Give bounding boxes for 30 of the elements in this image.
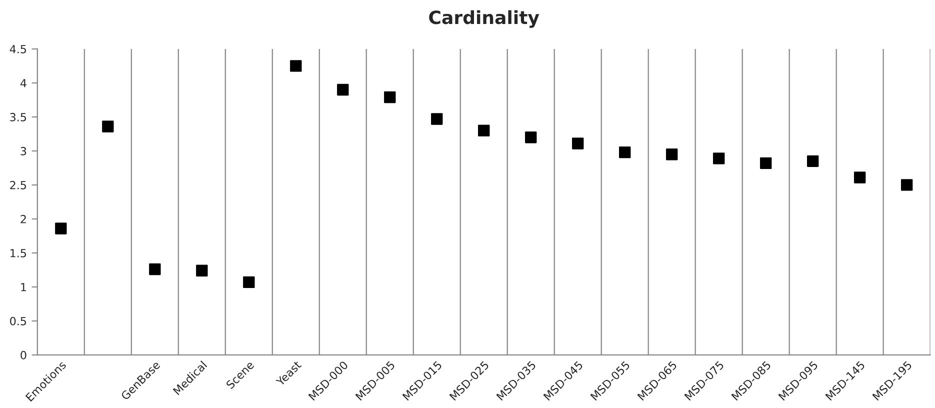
point [55, 222, 67, 234]
point [196, 264, 208, 276]
y-tick-label: 4.5 [10, 45, 26, 54]
chart-title: Cardinality [429, 10, 540, 28]
point [431, 113, 443, 125]
point [806, 155, 819, 168]
y-tick-label: 3 [20, 146, 26, 156]
y-tick-label: 2.5 [10, 180, 26, 190]
point [619, 146, 631, 158]
point [478, 124, 490, 136]
point [854, 172, 866, 184]
point [900, 179, 913, 191]
y-tick-label: 3.5 [10, 112, 26, 122]
y-tick-label: 4 [20, 79, 26, 88]
point [290, 60, 302, 72]
y-tick-label: 2 [20, 214, 26, 224]
point [337, 84, 349, 96]
y-tick-label: 0 [20, 350, 26, 360]
point [666, 148, 678, 160]
y-tick-label: 1.5 [10, 249, 26, 258]
point [760, 157, 772, 170]
point [525, 132, 537, 144]
point [243, 276, 255, 288]
point [149, 263, 161, 276]
point [572, 138, 584, 150]
point [713, 152, 725, 164]
point [102, 120, 114, 132]
y-tick-label: 1 [21, 283, 26, 292]
point [384, 91, 396, 104]
y-tick-label: 0.5 [10, 316, 26, 326]
